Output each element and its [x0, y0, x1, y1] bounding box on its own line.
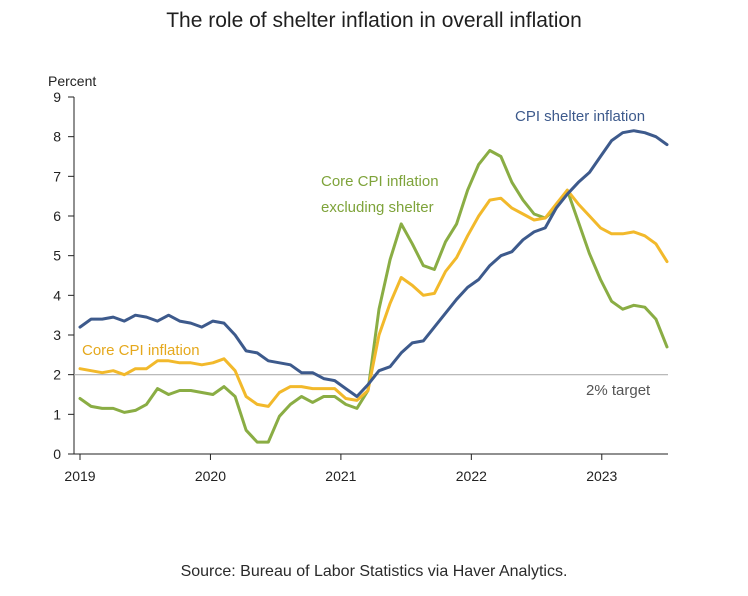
series-lines	[78, 129, 669, 444]
x-ticks: 2019 2020 2021 2022 2023	[64, 454, 618, 484]
y-axis-label: Percent	[48, 73, 96, 89]
y-tick-label: 1	[53, 406, 61, 422]
y-ticks: 0 1 2 3 4 5 6 7 8 9	[53, 89, 74, 462]
y-tick-label: 6	[53, 208, 61, 224]
annotation-core-excl-shelter-line1: Core CPI inflation	[321, 173, 439, 190]
y-tick-label: 2	[53, 367, 61, 383]
y-tick-label: 3	[53, 327, 61, 343]
source-note: Source: Bureau of Labor Statistics via H…	[180, 563, 568, 580]
target-reference-label: 2% target	[586, 382, 651, 399]
series-line-cpi-shelter-inflation	[78, 129, 669, 398]
chart-title: The role of shelter inflation in overall…	[166, 9, 582, 32]
series-annotations: CPI shelter inflation Core CPI inflation…	[82, 108, 645, 359]
x-tick-label: 2019	[64, 468, 95, 484]
annotation-core-cpi: Core CPI inflation	[82, 342, 200, 359]
x-tick-label: 2023	[586, 468, 617, 484]
x-tick-label: 2020	[195, 468, 226, 484]
y-tick-label: 8	[53, 129, 61, 145]
y-tick-label: 9	[53, 89, 61, 105]
x-tick-label: 2022	[456, 468, 487, 484]
y-tick-label: 4	[53, 287, 61, 303]
x-tick-label: 2021	[325, 468, 356, 484]
axes	[73, 97, 668, 455]
series-line-core-cpi-inflation-excluding-shelter	[78, 149, 669, 444]
y-tick-label: 5	[53, 248, 61, 264]
y-tick-label: 0	[53, 446, 61, 462]
annotation-cpi-shelter: CPI shelter inflation	[515, 108, 645, 125]
y-tick-label: 7	[53, 168, 61, 184]
annotation-core-excl-shelter-line2: excluding shelter	[321, 199, 434, 216]
